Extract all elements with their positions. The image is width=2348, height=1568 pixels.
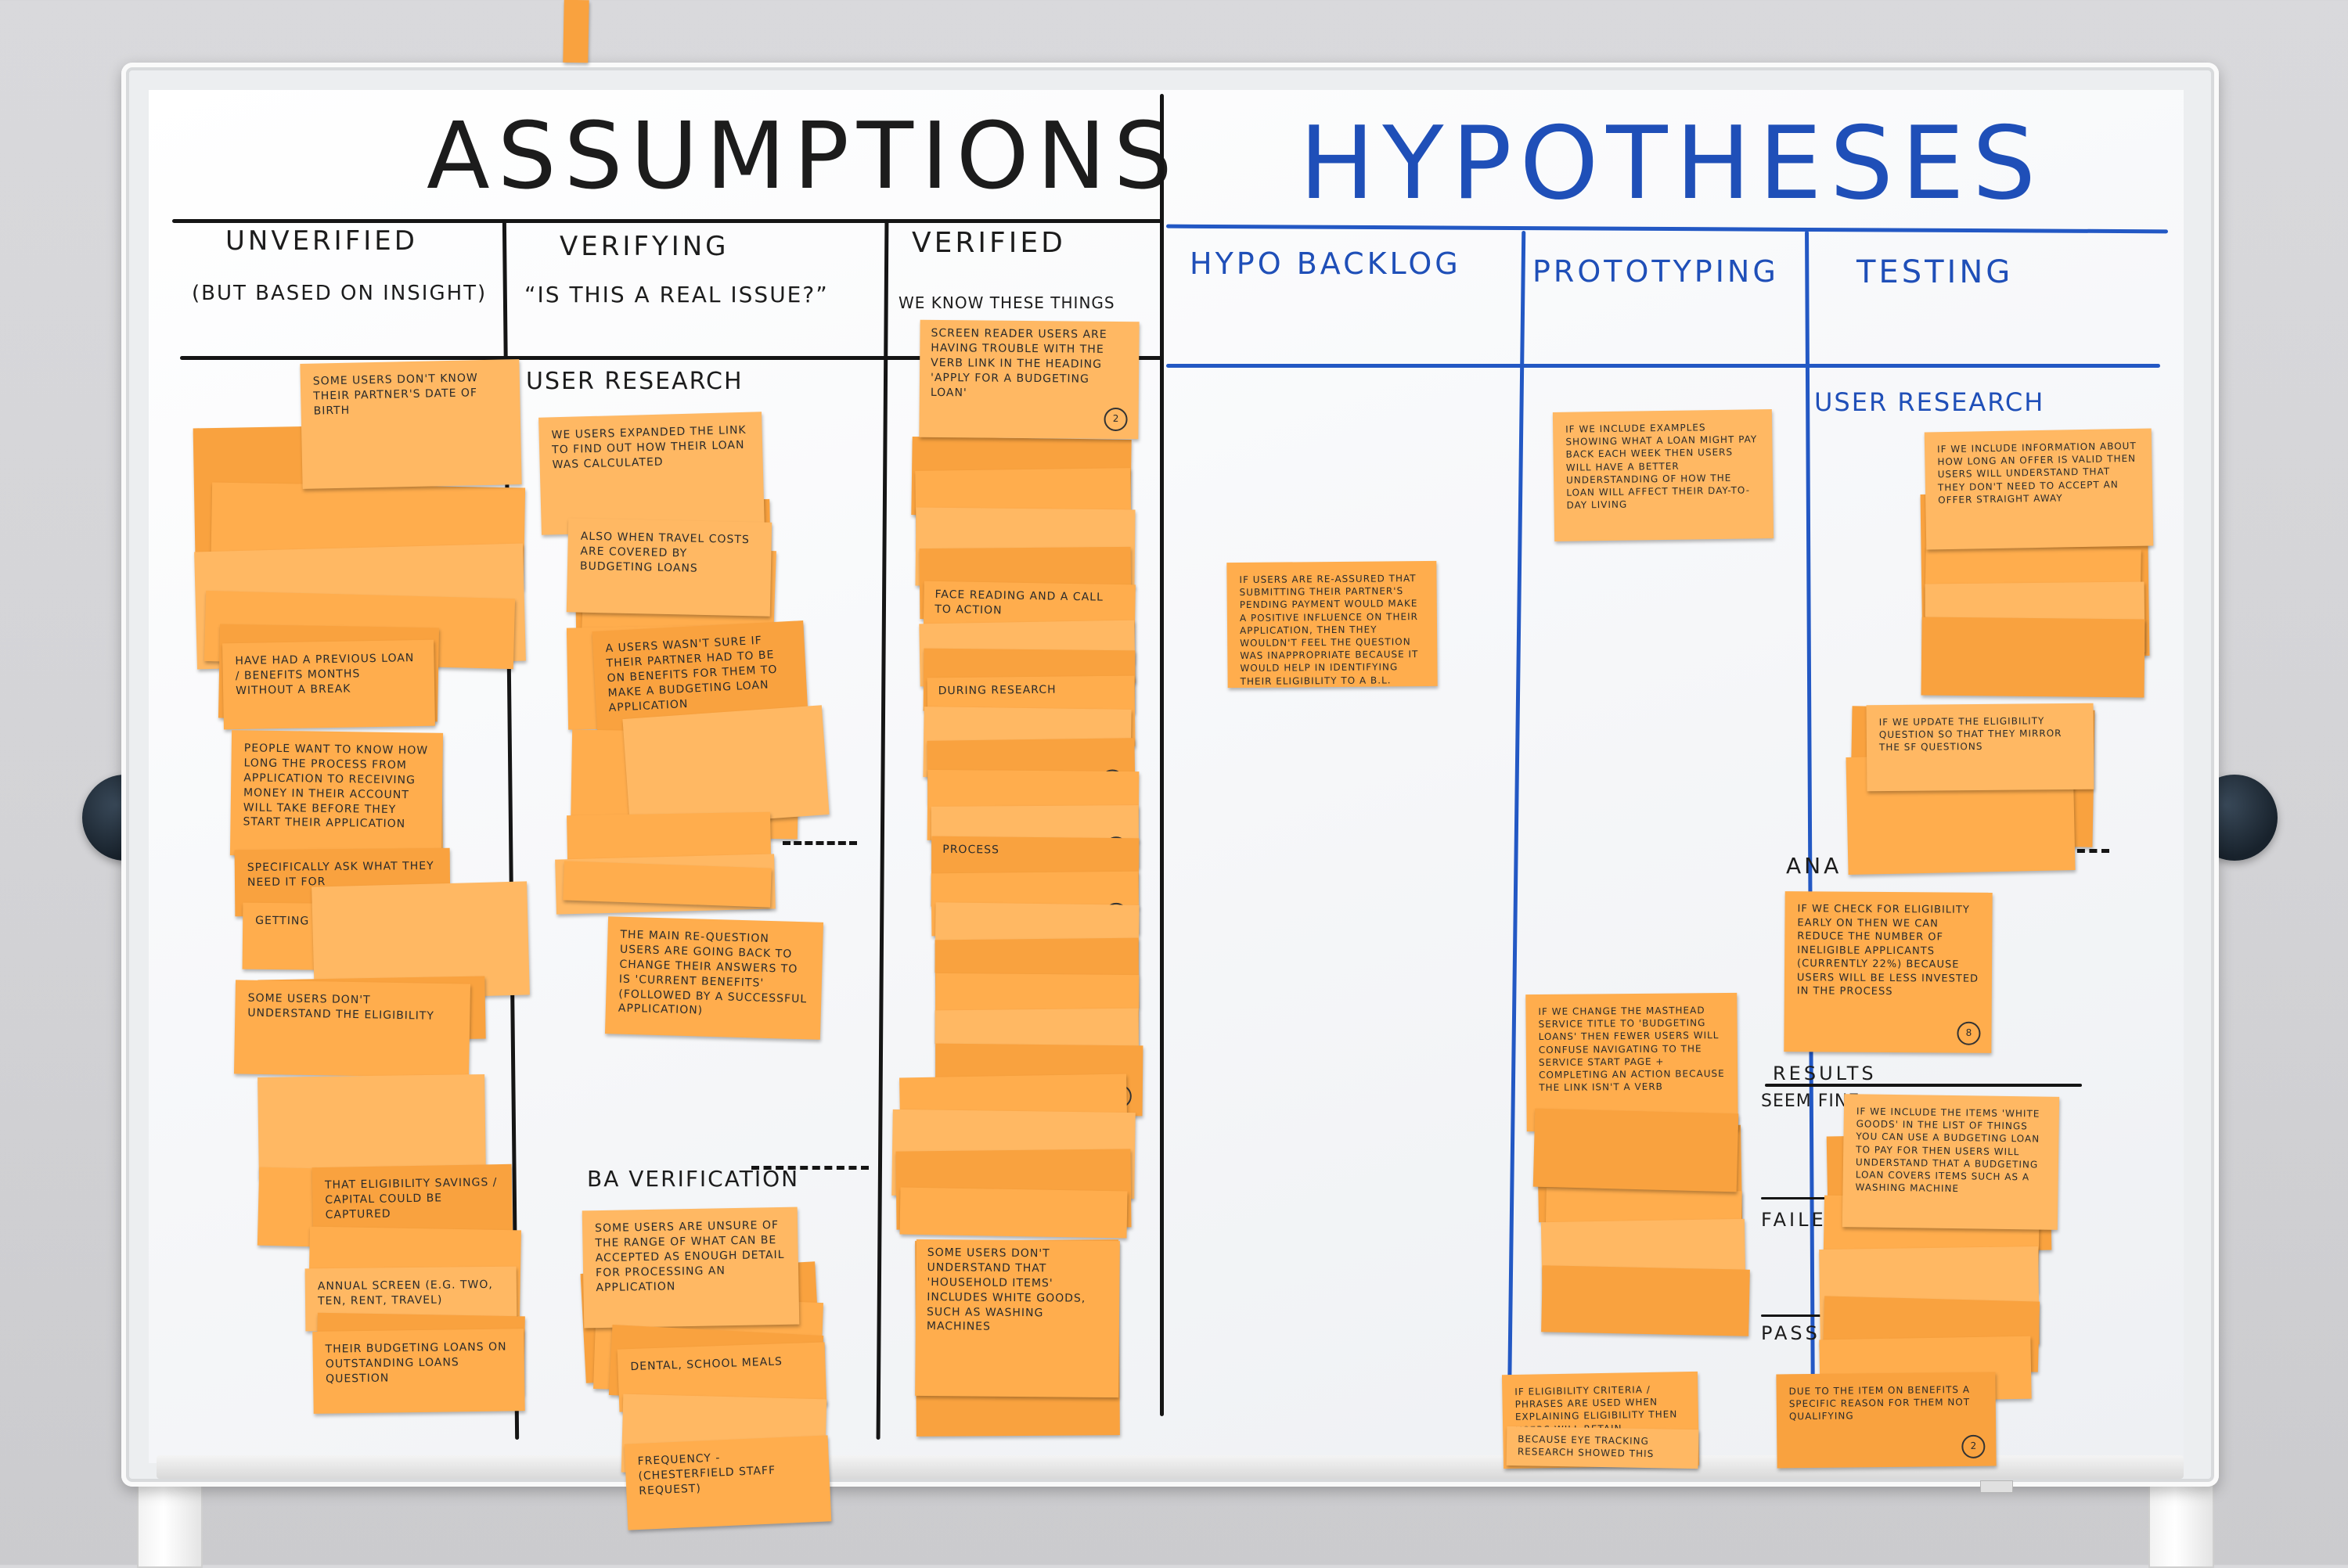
sticky-note-backlog[interactable]: If users are re-assured that submitting … — [1226, 560, 1438, 689]
sticky-note-unverified[interactable]: Have had a previous loan / benefits mont… — [222, 639, 435, 730]
column-subtitle-verifying: “IS THIS A REAL ISSUE?” — [524, 282, 829, 307]
note-number: 8 — [1957, 1021, 1981, 1045]
sticky-note-testing[interactable]: If we include information about how long… — [1924, 428, 2154, 550]
sticky-note-unverified[interactable] — [257, 1074, 486, 1180]
divider-assumptions-hypotheses — [1160, 94, 1164, 1416]
label-ba-verification: BA VERIFICATION — [587, 1166, 800, 1192]
sticky-note-testing[interactable]: If we check for eligibility early on the… — [1784, 891, 1993, 1053]
hypotheses-heading: HYPOTHESES — [1299, 106, 2044, 222]
sticky-note-verifying[interactable] — [622, 705, 830, 829]
sticky-note-prototyping[interactable]: If we include examples showing what a lo… — [1552, 409, 1774, 541]
sticky-note-prototyping[interactable]: Because eye tracking research showed thi… — [1506, 1426, 1699, 1469]
note-number: 2 — [1104, 407, 1128, 432]
column-title-unverified: UNVERIFIED — [225, 225, 418, 257]
seem-fine-rule — [1761, 1197, 1878, 1199]
dashed-divider-verifying — [783, 841, 857, 845]
note-number: 2 — [1961, 1434, 1986, 1458]
results-rule — [1765, 1084, 2082, 1087]
sticky-note-testing[interactable] — [1921, 617, 2145, 698]
sticky-note-verifying[interactable] — [563, 861, 772, 908]
sticky-note-verifying[interactable]: Some users are unsure of the range of wh… — [582, 1207, 800, 1329]
sticky-note-verified[interactable]: Screen reader users are having trouble w… — [919, 319, 1140, 440]
sticky-note-prototyping[interactable] — [1541, 1265, 1750, 1336]
subheader-rule — [180, 356, 1162, 360]
label-user-research-right: USER RESEARCH — [1814, 387, 2045, 417]
column-title-backlog: HYPO BACKLOG — [1190, 246, 1461, 281]
board-brand-plate — [1980, 1480, 2013, 1493]
sticky-note-verifying[interactable] — [563, 0, 589, 63]
label-results: RESULTS — [1773, 1063, 1877, 1084]
column-title-prototyping: PROTOTYPING — [1532, 254, 1779, 289]
sticky-note-verified[interactable]: Some users don't understand that 'househ… — [915, 1239, 1120, 1398]
sticky-note-testing[interactable]: If we update the eligibility question so… — [1866, 703, 2094, 792]
sticky-note-prototyping[interactable] — [1532, 1108, 1739, 1192]
sticky-note-verifying[interactable]: Frequency - (Chesterfield staff request) — [624, 1435, 832, 1530]
label-seem-fine: SEEM FINE — [1761, 1091, 1860, 1111]
sticky-note-verifying[interactable]: Also when travel costs are covered by bu… — [566, 518, 772, 617]
sticky-note-unverified[interactable]: Their budgeting loans on outstanding loa… — [312, 1329, 525, 1414]
sticky-note-unverified[interactable]: People want to know how long the process… — [229, 730, 444, 858]
column-title-testing: TESTING — [1856, 254, 2014, 290]
column-title-verifying: VERIFYING — [560, 231, 729, 262]
label-user-research-left: USER RESEARCH — [526, 368, 744, 395]
sticky-note-unverified[interactable]: Some users don't understand the eligibil… — [233, 980, 471, 1078]
sticky-note-verifying[interactable]: The main re-question users are going bac… — [604, 916, 824, 1040]
column-subtitle-unverified: (BUT BASED ON INSIGHT) — [192, 282, 488, 305]
dashed-divider-ba — [751, 1166, 869, 1170]
column-subtitle-verified: WE KNOW THESE THINGS — [899, 293, 1115, 312]
sticky-note-testing[interactable]: Due to the item on benefits a specific r… — [1776, 1372, 1997, 1469]
sticky-note-testing[interactable]: If we include the items 'white goods' in… — [1842, 1094, 2060, 1230]
sticky-note-verified[interactable] — [899, 1187, 1128, 1239]
header-rule — [172, 219, 1162, 223]
assumptions-heading: ASSUMPTIONS — [427, 102, 1180, 210]
sticky-note-verifying[interactable]: We users expanded the link to find out h… — [538, 412, 765, 535]
sticky-note-unverified[interactable]: Some users don't know their partner's da… — [300, 359, 522, 489]
label-analysis: ANA — [1786, 853, 1842, 879]
hypotheses-subheader-rule — [1166, 364, 2160, 368]
column-title-verified: VERIFIED — [912, 227, 1066, 259]
